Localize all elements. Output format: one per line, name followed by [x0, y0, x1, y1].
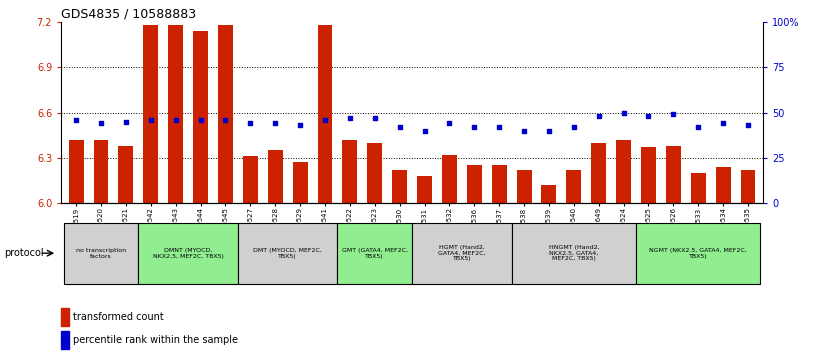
Bar [716, 167, 730, 203]
Bar [317, 25, 332, 203]
Text: DMT (MYOCD, MEF2C,
TBX5): DMT (MYOCD, MEF2C, TBX5) [253, 248, 322, 258]
Bar [741, 170, 756, 203]
Point [592, 113, 605, 119]
Text: transformed count: transformed count [73, 312, 164, 322]
Bar [69, 140, 83, 203]
FancyBboxPatch shape [636, 223, 761, 284]
Bar [168, 25, 183, 203]
Text: protocol: protocol [4, 248, 44, 258]
Text: HGMT (Hand2,
GATA4, MEF2C,
TBX5): HGMT (Hand2, GATA4, MEF2C, TBX5) [438, 245, 486, 261]
Point [169, 117, 182, 123]
Point [69, 117, 82, 123]
Bar [392, 170, 407, 203]
Point [268, 121, 282, 126]
Text: GDS4835 / 10588883: GDS4835 / 10588883 [61, 8, 197, 21]
Point [517, 128, 530, 134]
Bar [517, 170, 531, 203]
Text: HNGMT (Hand2,
NKX2.5, GATA4,
MEF2C, TBX5): HNGMT (Hand2, NKX2.5, GATA4, MEF2C, TBX5… [548, 245, 599, 261]
FancyBboxPatch shape [512, 223, 636, 284]
Bar [592, 143, 606, 203]
Point [194, 117, 207, 123]
Point [294, 122, 307, 128]
Text: DMNT (MYOCD,
NKX2.5, MEF2C, TBX5): DMNT (MYOCD, NKX2.5, MEF2C, TBX5) [153, 248, 224, 258]
Point [642, 113, 655, 119]
Bar [293, 163, 308, 203]
Point [368, 115, 381, 121]
FancyBboxPatch shape [338, 223, 412, 284]
Bar [61, 308, 69, 326]
Point [119, 119, 132, 125]
Point [418, 128, 431, 134]
FancyBboxPatch shape [139, 223, 238, 284]
Point [742, 122, 755, 128]
Text: no transcription
factors: no transcription factors [76, 248, 126, 258]
Text: NGMT (NKX2.5, GATA4, MEF2C,
TBX5): NGMT (NKX2.5, GATA4, MEF2C, TBX5) [650, 248, 747, 258]
Bar [94, 140, 109, 203]
Bar [367, 143, 382, 203]
Point [543, 128, 556, 134]
Point [344, 115, 357, 121]
Point [144, 117, 157, 123]
Point [667, 111, 680, 117]
Point [95, 121, 108, 126]
Bar [218, 25, 233, 203]
Bar [118, 146, 133, 203]
Bar [61, 331, 69, 349]
Point [567, 124, 580, 130]
Bar [417, 176, 432, 203]
Bar [343, 140, 357, 203]
Bar [691, 173, 706, 203]
Point [493, 124, 506, 130]
Bar [193, 31, 208, 203]
Bar [666, 146, 681, 203]
Bar [467, 166, 481, 203]
Point [318, 117, 331, 123]
FancyBboxPatch shape [412, 223, 512, 284]
Text: GMT (GATA4, MEF2C,
TBX5): GMT (GATA4, MEF2C, TBX5) [342, 248, 408, 258]
Text: percentile rank within the sample: percentile rank within the sample [73, 335, 238, 345]
Bar [492, 166, 507, 203]
Point [393, 124, 406, 130]
FancyBboxPatch shape [64, 223, 139, 284]
Bar [243, 156, 258, 203]
Bar [442, 155, 457, 203]
Point [244, 121, 257, 126]
Bar [268, 150, 282, 203]
Bar [641, 147, 656, 203]
Bar [566, 170, 581, 203]
Point [443, 121, 456, 126]
Point [219, 117, 232, 123]
Point [716, 121, 730, 126]
Point [617, 110, 630, 115]
Bar [144, 25, 158, 203]
Bar [542, 185, 557, 203]
Bar [616, 140, 631, 203]
Point [692, 124, 705, 130]
FancyBboxPatch shape [238, 223, 338, 284]
Point [468, 124, 481, 130]
